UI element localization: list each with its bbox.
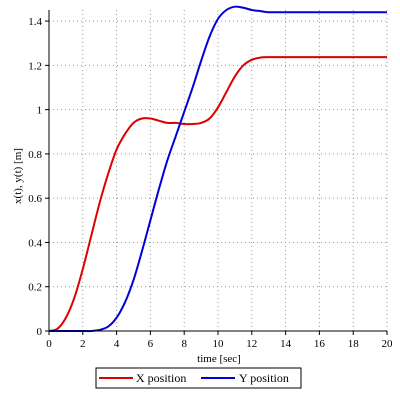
y-tick-label: 1	[37, 105, 43, 117]
y-tick-label: 0.8	[28, 149, 42, 161]
grid-lines	[49, 10, 388, 331]
series-line-y-position	[49, 5, 387, 333]
x-tick-label: 14	[280, 338, 292, 350]
y-tick-label: 0.2	[28, 282, 42, 294]
x-tick-label: 10	[213, 338, 225, 350]
x-tick-label: 6	[148, 338, 154, 350]
x-tick-label: 18	[348, 338, 360, 350]
x-axis-label: time [sec]	[197, 353, 241, 365]
legend-label-x-position: X position	[136, 371, 186, 385]
x-tick-label: 16	[314, 338, 326, 350]
x-tick-label: 4	[114, 338, 120, 350]
y-tick-label: 0.4	[28, 237, 42, 249]
y-tick-label: 1.4	[28, 16, 42, 28]
axes	[45, 10, 388, 335]
x-tick-label: 20	[382, 338, 394, 350]
x-tick-label: 0	[46, 338, 52, 350]
y-axis-label: x(t), y(t) [m]	[12, 148, 24, 204]
tick-labels: 0 2 4 6 8 10 12 14 16 18 20 0 0.2 0.4 0.6 0.8 1 1.2 1.4	[28, 16, 393, 350]
series-lines	[48, 5, 387, 333]
legend-label-y-position: Y position	[239, 371, 289, 385]
y-tick-label: 1.2	[28, 60, 42, 72]
series-line-x-position	[48, 56, 387, 332]
x-tick-label: 8	[181, 338, 187, 350]
legend-box	[95, 367, 302, 389]
y-tick-label: 0.6	[28, 193, 42, 205]
y-tick-label: 0	[37, 326, 43, 338]
legend: X position Y position	[95, 367, 302, 389]
x-tick-label: 12	[246, 338, 257, 350]
x-tick-label: 2	[80, 338, 86, 350]
